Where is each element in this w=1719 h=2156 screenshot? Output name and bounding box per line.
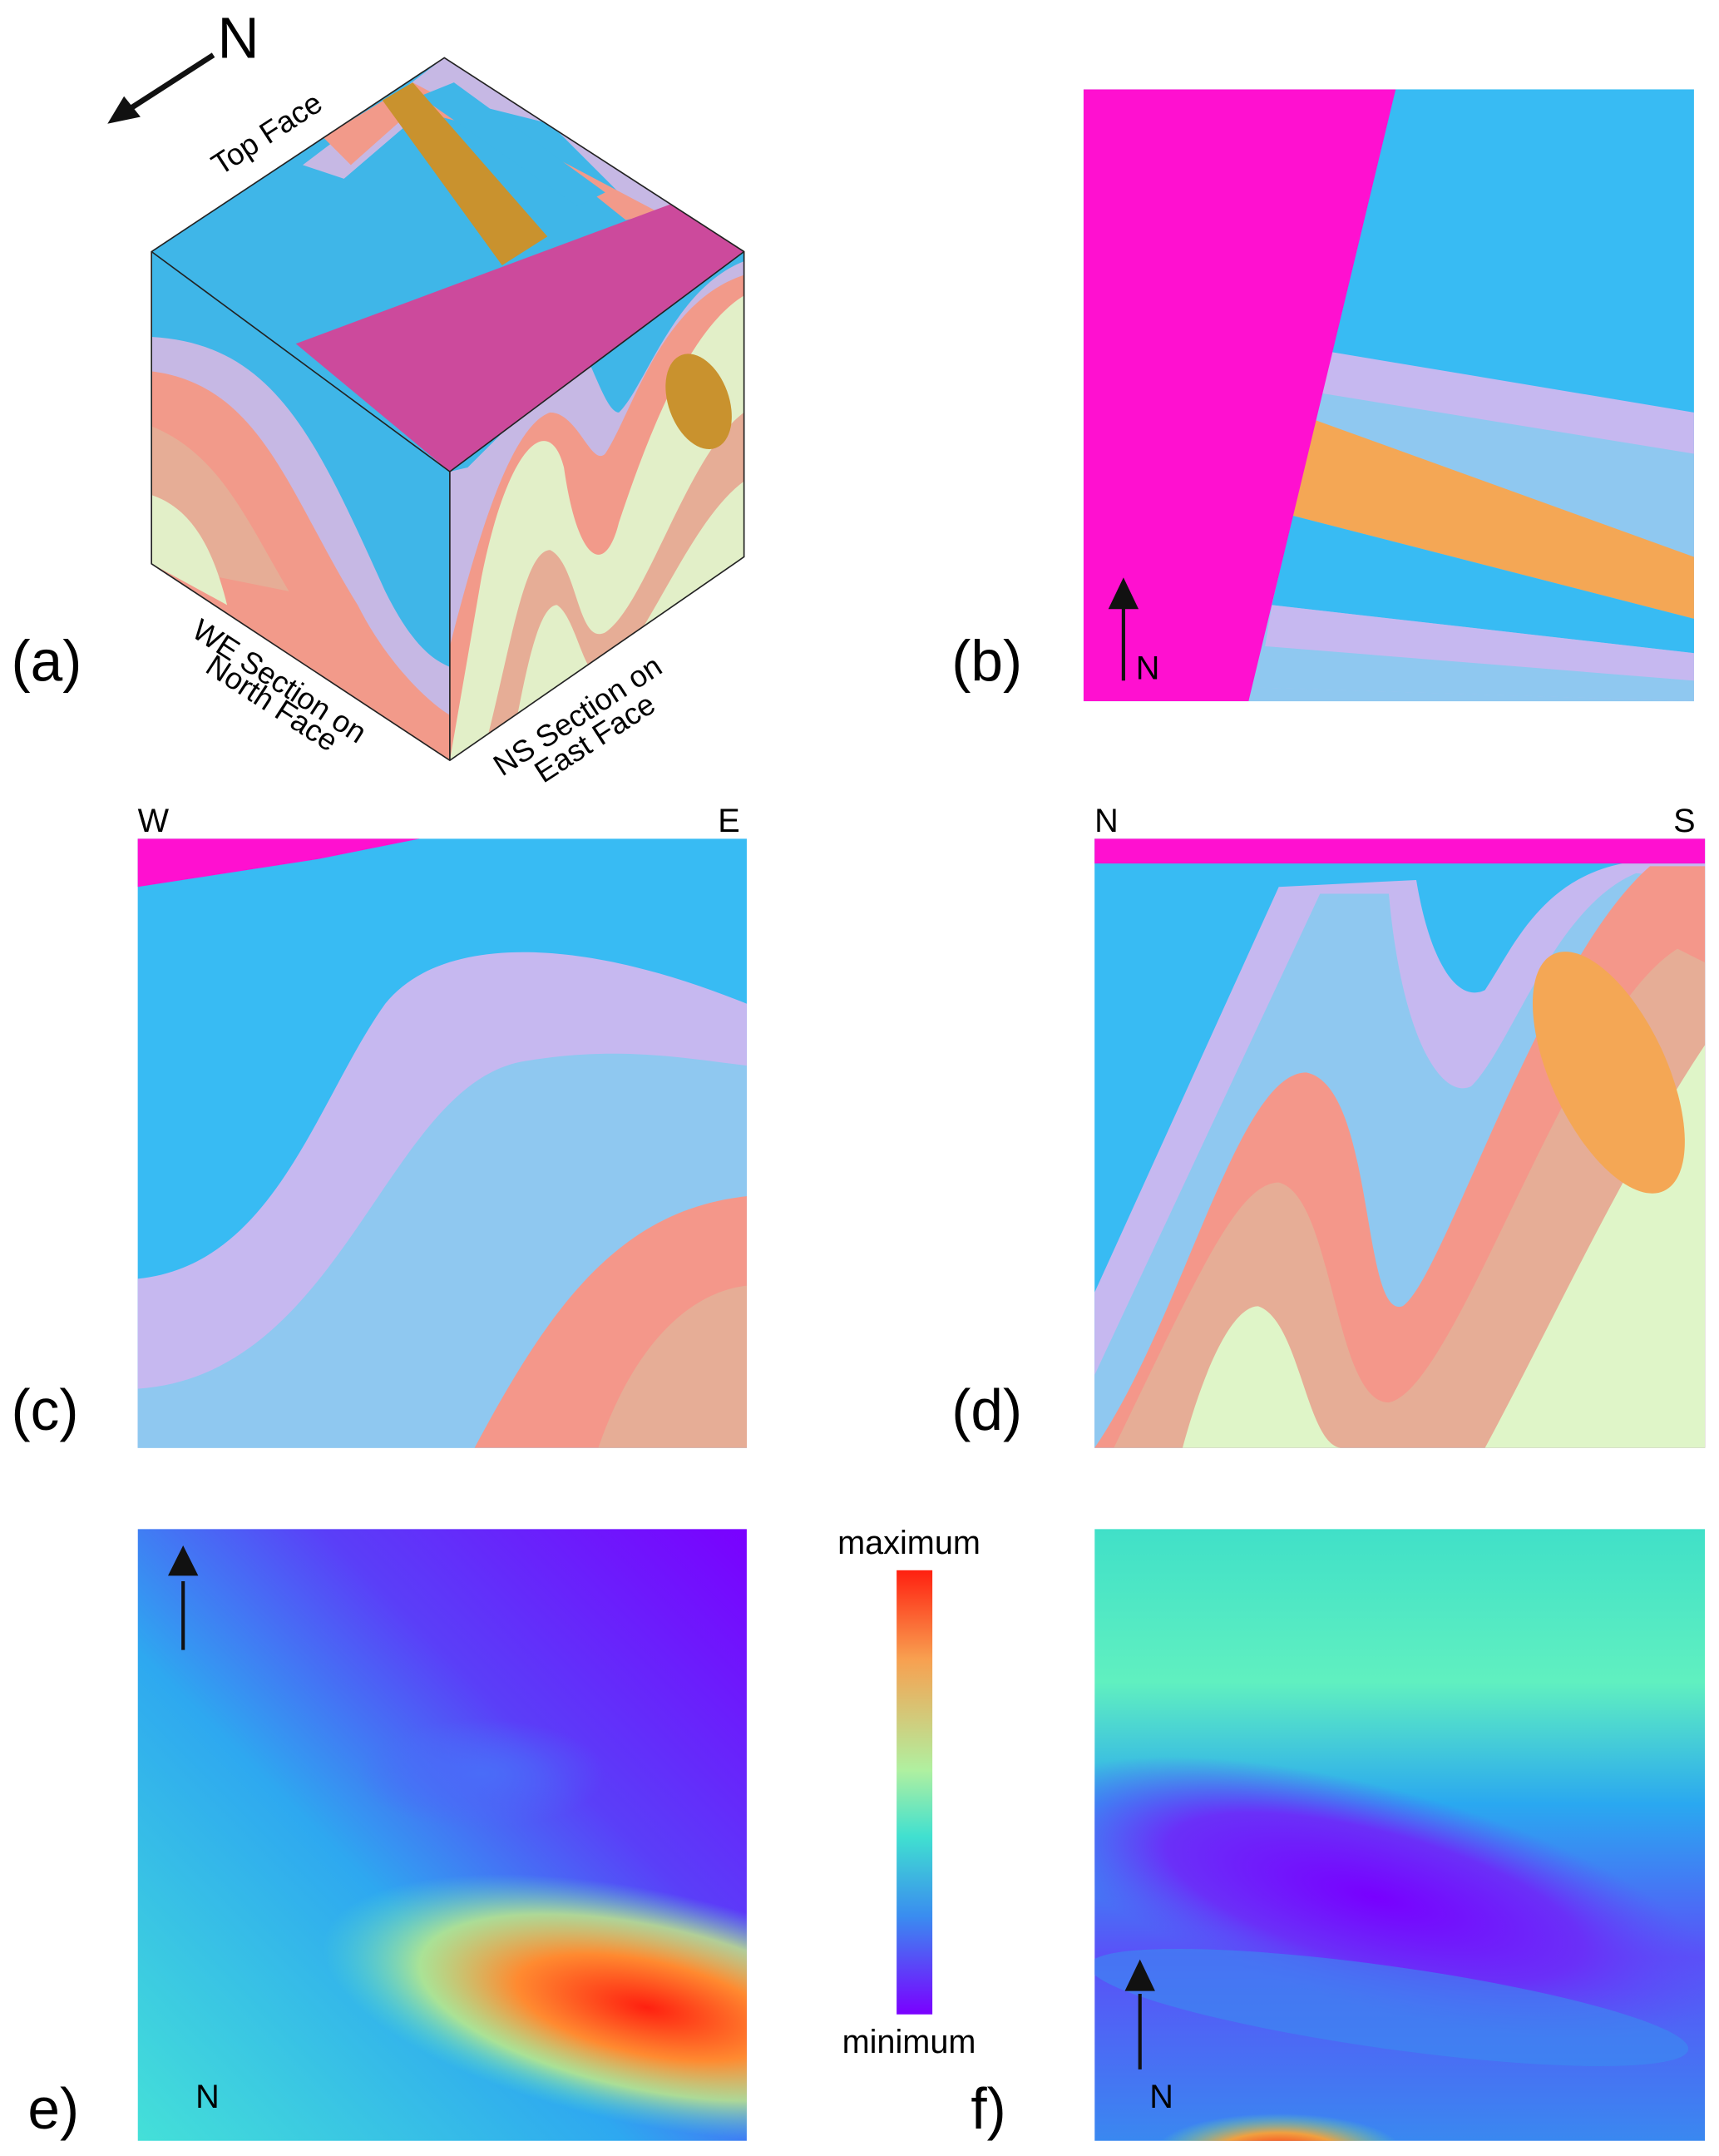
colorbar-max: maximum [837,1525,981,1561]
panel-f: N f) [971,1529,1706,2141]
north-label: N [1136,650,1160,687]
arrow-head [107,96,141,124]
panel-b: N (b) [951,89,1694,702]
panel-label: (d) [951,1377,1022,1442]
north-label: N [218,5,259,70]
panel-label: (b) [951,628,1022,693]
panel-label: f) [971,2076,1005,2141]
right-label: E [718,803,739,839]
panel-label: e) [27,2076,79,2141]
panel-a: N Top Face WE Section on North Face NS S… [12,5,745,789]
panel-label: (a) [12,628,82,693]
colorbar: maximum minimum [837,1525,981,2060]
left-label: N [1094,803,1119,839]
panel-e: N e) [27,1529,747,2141]
north-label: N [1149,2079,1173,2115]
north-arrow [131,52,215,110]
panel-d: N S (d) [951,803,1706,1448]
top-face [151,57,744,472]
right-label: S [1673,803,1695,839]
north-label: N [195,2079,220,2115]
panel-c: W E (c) [12,803,747,1448]
left-label: W [138,803,170,839]
colorbar-min: minimum [842,2024,976,2060]
panel-label: (c) [12,1377,79,1442]
